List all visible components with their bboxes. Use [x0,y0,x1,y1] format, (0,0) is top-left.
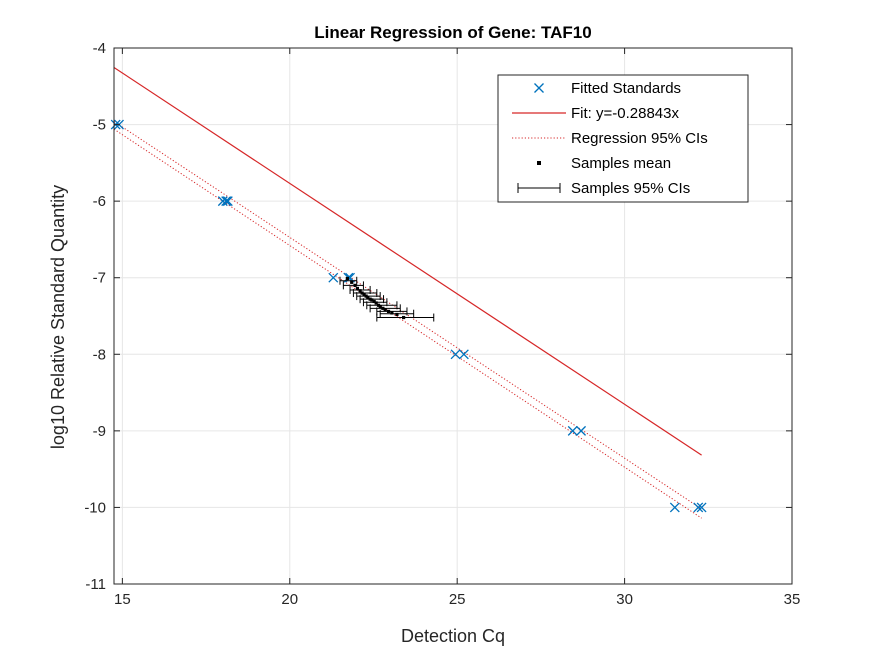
legend-label-fit: Fit: y=-0.28843x [571,105,679,122]
y-tick-label: -11 [85,576,106,593]
legend-label-fitted-standards: Fitted Standards [571,80,681,97]
y-tick-label: -6 [93,193,106,210]
standard-point [576,425,587,436]
regression-ci-lines [113,121,702,519]
standard-point [450,349,461,360]
standard-point [458,349,469,360]
sample-mean-point [374,301,378,305]
standard-point [669,502,680,513]
sample-mean-point [345,276,349,281]
y-tick-label: -8 [93,346,106,363]
legend-label-samples-mean: Samples mean [571,155,671,172]
y-tick-label: -5 [93,117,106,134]
x-tick-label: 25 [449,591,466,608]
y-tick-label: -9 [93,423,106,440]
legend-symbol-errorbar [517,183,561,193]
sample-mean-point [386,309,391,314]
sample-ci-bar [339,276,358,285]
x-axis-label: Detection Cq [401,626,505,646]
standard-point [217,196,228,207]
sample-mean-point [372,299,376,304]
legend-symbol-mean [537,161,541,165]
legend-box [497,74,749,203]
legend-label-samples-ci: Samples 95% CIs [571,180,690,197]
x-tick-label: 15 [114,591,131,608]
standards-markers [110,119,707,513]
sample-mean-point [402,315,406,320]
sample-mean-point [378,305,382,309]
sample-mean-point [383,308,387,312]
sample-mean-point [353,283,357,287]
legend-label-regression-ci: Regression 95% CIs [571,130,708,147]
legend-symbol-standards [534,83,544,93]
sample-ci-bar [342,281,364,290]
y-tick-label: -7 [93,270,106,287]
sample-mean-point [370,298,374,302]
sample-mean-point [364,294,368,298]
sample-mean-point [358,289,362,293]
sample-mean-point [360,291,364,295]
fit-line-group [113,66,702,456]
standard-point [328,272,339,283]
standard-point [696,502,707,513]
standard-point [693,502,704,513]
ci-line-lower [113,128,702,519]
sample-mean-point [350,280,354,284]
x-tick-label: 20 [281,591,298,608]
y-tick-label: -10 [84,499,106,516]
y-axis-label: log10 Relative Standard Quantity [48,185,68,449]
ci-line-upper [113,121,702,510]
sample-mean-point [381,306,385,310]
legend: Fitted Standards Fit: y=-0.28843x Regres… [497,74,749,203]
sample-mean-point [390,311,394,315]
plot-frame [113,47,793,585]
fit-line [113,66,702,456]
sample-mean-point [366,296,370,300]
sample-mean-point [376,303,381,307]
x-tick-label: 35 [784,591,801,608]
sample-mean-point [355,286,360,291]
standard-point [222,196,233,207]
sample-mean-point [368,297,372,301]
y-tick-label: -4 [93,40,106,57]
legend-symbols [512,83,566,193]
x-tick-label: 30 [616,591,633,608]
sample-ci-bar [376,313,435,322]
standard-point [567,425,578,436]
chart-title: Linear Regression of Gene: TAF10 [314,23,591,42]
sample-markers [339,276,435,322]
standard-point [221,196,232,207]
axes: 15 20 25 30 35 -11 -10 -9 -8 -7 -6 -5 -4 [84,40,800,608]
sample-mean-point [362,292,366,297]
sample-mean-point [395,312,399,317]
